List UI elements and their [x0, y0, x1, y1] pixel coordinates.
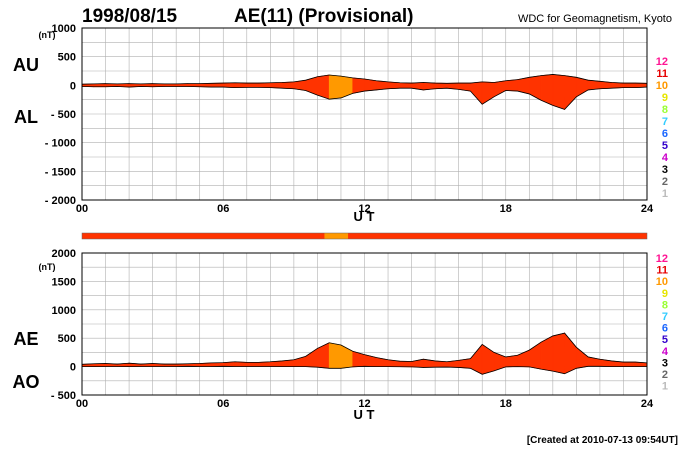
- ae-ao-x-tick-label: 24: [641, 398, 654, 410]
- ae-ao-y-tick-label: - 500: [51, 390, 76, 402]
- legend-item-5: 5: [662, 334, 668, 346]
- ae-ao-x-tick-label: 06: [217, 398, 229, 410]
- legend-item-2: 2: [662, 369, 668, 381]
- legend-item-7: 7: [662, 311, 668, 323]
- station-bar-segment: [348, 233, 647, 239]
- legend-item-11: 11: [656, 265, 668, 277]
- al-label: AL: [14, 107, 38, 127]
- ae-ao-frame: [81, 252, 648, 396]
- station-bar-segment: [82, 233, 325, 239]
- au-al-x-tick-label: 24: [641, 203, 654, 215]
- legend-item-6: 6: [662, 323, 668, 335]
- au-al-area-segment: [328, 74, 342, 100]
- ae-ao-x-tick-label: 12: [358, 398, 370, 410]
- au-series-line: [81, 74, 648, 85]
- ae-ao-x-tick-label: 18: [500, 398, 512, 410]
- au-al-x-ticks: 00 06 12 18 24: [76, 203, 654, 215]
- au-al-y-ticks: 1000 500 0 - 500 - 1000 - 1500 - 2000: [45, 23, 76, 207]
- legend-item-1: 1: [662, 188, 668, 200]
- legend-item-3: 3: [662, 164, 668, 176]
- ae-ao-y-tick-label: 1500: [52, 276, 76, 288]
- legend-item-9: 9: [662, 92, 668, 104]
- legend-item-12: 12: [656, 56, 668, 68]
- ae-ao-y-tick-label: 2000: [52, 248, 76, 260]
- ao-series-line: [82, 365, 648, 375]
- au-al-area-segment: [246, 82, 259, 88]
- au-al-area-segment: [623, 82, 636, 88]
- au-al-area-segment: [399, 82, 412, 89]
- au-al-panel: 1000 500 0 - 500 - 1000 - 1500 - 2000 00 06 12 18…: [13, 23, 654, 224]
- ae-ao-area: [81, 332, 648, 375]
- ae-ao-y-tick-label: 1000: [52, 305, 76, 317]
- au-al-x-tick-label: 06: [217, 203, 229, 215]
- ae-series-line: [81, 332, 648, 365]
- ae-ao-area-segment: [552, 332, 565, 375]
- ae-ao-area-segment: [328, 342, 342, 369]
- legend-item-12: 12: [656, 253, 668, 265]
- legend-item-1: 1: [662, 381, 668, 393]
- au-al-y-tick-label: - 2000: [45, 195, 76, 207]
- legend-item-6: 6: [662, 128, 668, 140]
- au-al-x-tick-label: 12: [358, 203, 370, 215]
- station-bar-segment: [324, 233, 349, 239]
- ae-ao-area-segment: [399, 360, 412, 368]
- ae-ao-unit: (nT): [39, 262, 56, 272]
- station-count-bar-frame: [81, 232, 648, 240]
- au-al-y-tick-label: - 1500: [45, 166, 76, 178]
- ao-label: AO: [13, 372, 40, 392]
- ae-ao-x-ticks: 00 06 12 18 24: [76, 398, 654, 410]
- au-al-y-tick-label: - 1000: [45, 138, 76, 150]
- legend-item-8: 8: [662, 104, 668, 116]
- au-al-x-axis-label: U T: [354, 209, 375, 224]
- au-al-frame: [81, 27, 648, 201]
- legend-item-11: 11: [656, 68, 668, 80]
- legend-item-5: 5: [662, 140, 668, 152]
- au-al-x-tick-label: 18: [500, 203, 512, 215]
- au-al-x-tick-label: 00: [76, 203, 88, 215]
- ae-ao-x-tick-label: 00: [76, 398, 88, 410]
- au-al-area-segment: [258, 82, 271, 88]
- legend-item-10: 10: [656, 276, 668, 288]
- ae-label: AE: [13, 329, 38, 349]
- index-title: AE(11) (Provisional): [234, 6, 414, 27]
- legend-item-9: 9: [662, 288, 668, 300]
- ae-ao-panel: 2000 1500 1000 500 0 - 500 00 06 12 18 24 (nT) AE…: [13, 248, 654, 422]
- legend-item-4: 4: [662, 152, 669, 164]
- au-al-unit: (nT): [39, 30, 56, 40]
- date-title: 1998/08/15: [82, 6, 178, 27]
- au-al-y-tick-label: 1000: [52, 23, 76, 35]
- au-al-y-tick-label: 500: [58, 52, 76, 64]
- legend-item-3: 3: [662, 357, 668, 369]
- ae-ao-x-axis-label: U T: [354, 407, 375, 422]
- au-label: AU: [13, 55, 39, 75]
- au-al-area-segment: [552, 74, 565, 110]
- al-series-line: [81, 86, 648, 110]
- ae-ao-y-ticks: 2000 1500 1000 500 0 - 500: [51, 248, 76, 402]
- legend-item-2: 2: [662, 176, 668, 188]
- au-al-area-segment: [587, 79, 601, 91]
- au-al-area: [81, 74, 648, 111]
- au-al-area-segment: [281, 81, 295, 90]
- ae-ao-y-tick-label: 0: [70, 362, 76, 374]
- ae-ao-area-segment: [246, 362, 259, 367]
- legend-item-7: 7: [662, 116, 668, 128]
- legend-item-4: 4: [662, 346, 669, 358]
- au-al-area-segment: [234, 82, 248, 88]
- source-label: WDC for Geomagnetism, Kyoto: [518, 13, 672, 25]
- legend-item-10: 10: [656, 80, 668, 92]
- legend-item-8: 8: [662, 299, 668, 311]
- station-count-bar: [82, 233, 647, 239]
- au-al-grid: [82, 28, 647, 200]
- created-timestamp: [Created at 2010-07-13 09:54UT]: [527, 435, 678, 446]
- ae-ao-y-tick-label: 500: [58, 333, 76, 345]
- au-al-y-tick-label: - 500: [51, 109, 76, 121]
- au-al-area-segment: [505, 79, 518, 92]
- au-al-y-tick-label: 0: [70, 80, 76, 92]
- ae-ao-area-segment: [623, 361, 636, 367]
